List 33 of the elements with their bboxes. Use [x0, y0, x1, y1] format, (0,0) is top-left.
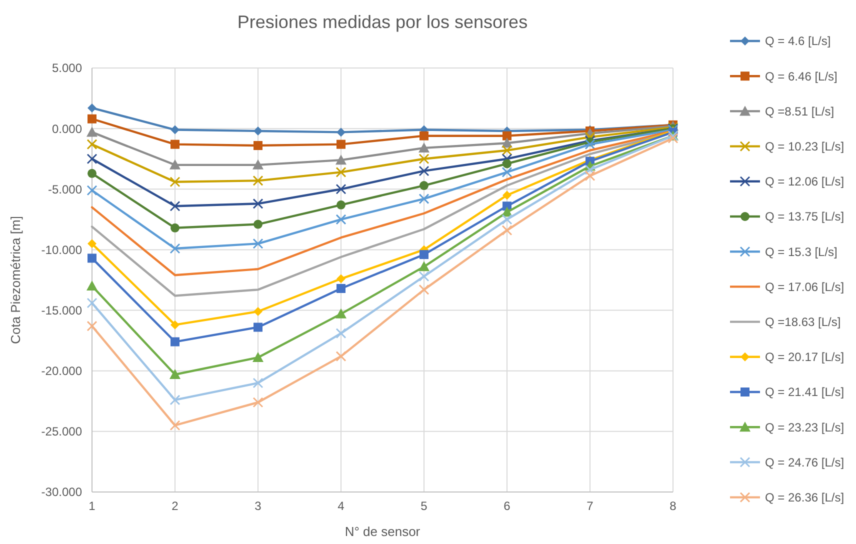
- legend-label: Q = 20.17 [L/s]: [765, 350, 844, 364]
- x-tick-label: 7: [586, 499, 594, 513]
- y-tick-label: 5.000: [52, 61, 82, 76]
- chart-title: Presiones medidas por los sensores: [237, 12, 528, 32]
- y-tick-label: -15.000: [41, 303, 82, 318]
- y-tick-label: -10.000: [41, 242, 82, 257]
- legend-label: Q = 12.06 [L/s]: [765, 174, 844, 189]
- y-tick-label: -5.000: [48, 182, 82, 196]
- legend-label: Q = 15.3 [L/s]: [765, 244, 838, 259]
- x-tick-label: 6: [504, 499, 511, 513]
- x-tick-label: 1: [88, 499, 96, 513]
- legend-label: Q = 21.41 [L/s]: [765, 385, 844, 400]
- x-tick-label: 5: [420, 499, 428, 513]
- x-axis-title: N° de sensor: [344, 524, 421, 539]
- y-tick-label: -25.000: [41, 424, 82, 439]
- legend-label: Q = 4.6 [L/s]: [765, 34, 831, 48]
- x-tick-label: 8: [670, 499, 677, 513]
- legend-label: Q = 17.06 [L/s]: [765, 280, 844, 294]
- legend-label: Q = 26.36 [L/s]: [765, 490, 844, 504]
- legend-label: Q = 6.46 [L/s]: [765, 69, 838, 84]
- legend-label: Q = 23.23 [L/s]: [765, 420, 844, 434]
- y-tick-label: -20.000: [41, 364, 82, 378]
- y-tick-label: -30.000: [41, 485, 82, 500]
- x-tick-label: 2: [172, 499, 179, 513]
- x-tick-label: 4: [338, 499, 345, 513]
- y-axis-title: Cota Piezométrica [m]: [8, 216, 23, 344]
- legend-label: Q = 10.23 [L/s]: [765, 140, 844, 154]
- x-tick-label: 3: [254, 499, 262, 513]
- legend-label: Q = 13.75 [L/s]: [765, 210, 844, 224]
- legend-label: Q = 24.76 [L/s]: [765, 455, 844, 470]
- legend-label: Q =8.51 [L/s]: [765, 104, 834, 118]
- legend-label: Q =18.63 [L/s]: [765, 315, 841, 329]
- y-tick-label: 0.000: [52, 122, 82, 136]
